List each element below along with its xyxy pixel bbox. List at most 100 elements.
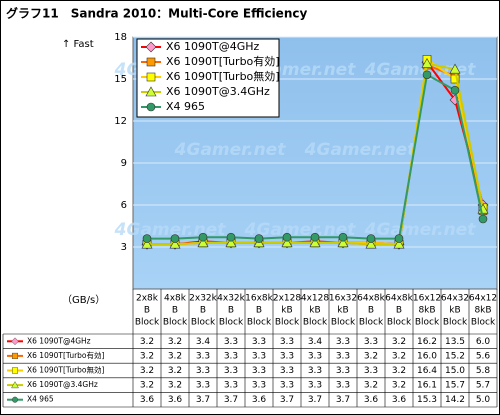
x-tick-label: Block bbox=[443, 318, 468, 328]
y-label: ↑ Fast bbox=[62, 39, 94, 50]
x-tick-label: Block bbox=[471, 318, 496, 328]
marker bbox=[478, 214, 488, 224]
watermark: 4Gamer.net bbox=[244, 220, 357, 240]
table-cell: 3.3 bbox=[224, 351, 238, 361]
table-cell: 3.3 bbox=[336, 337, 350, 347]
x-tick-label: kB bbox=[337, 306, 348, 316]
marker bbox=[450, 74, 460, 84]
y-unit: （GB/s） bbox=[62, 294, 105, 306]
x-tick-label: Block bbox=[191, 318, 216, 328]
x-tick-label: Block bbox=[331, 318, 356, 328]
x-tick-label: Block bbox=[303, 318, 328, 328]
table-cell: 14.2 bbox=[445, 395, 465, 405]
x-tick-label: Block bbox=[415, 318, 440, 328]
table-cell: 3.3 bbox=[280, 351, 294, 361]
x-tick-label: 16x12 bbox=[413, 294, 441, 304]
x-tick-label: B bbox=[396, 306, 402, 316]
marker bbox=[146, 102, 156, 112]
marker bbox=[449, 63, 461, 74]
table-cell: 3.3 bbox=[308, 381, 322, 391]
x-tick-label: Block bbox=[219, 318, 244, 328]
table-cell: 3.3 bbox=[336, 366, 350, 376]
table-cell: 3.2 bbox=[392, 366, 406, 376]
table-cell: 3.2 bbox=[392, 351, 406, 361]
table-cell: 3.7 bbox=[224, 395, 238, 405]
x-tick-label: kB bbox=[449, 306, 460, 316]
marker bbox=[141, 238, 153, 249]
watermark: 4Gamer.net bbox=[114, 220, 227, 240]
marker bbox=[145, 86, 157, 97]
table-cell: 3.2 bbox=[140, 351, 154, 361]
x-tick-label: Block bbox=[387, 318, 412, 328]
x-tick-label: B bbox=[144, 306, 150, 316]
table-cell: 3.2 bbox=[364, 381, 378, 391]
table-cell: 3.3 bbox=[252, 337, 266, 347]
table-cell: 3.3 bbox=[252, 351, 266, 361]
table-cell: 3.3 bbox=[308, 351, 322, 361]
marker bbox=[310, 232, 320, 242]
table-cell: 3.4 bbox=[308, 337, 323, 347]
table-cell: 3.7 bbox=[280, 395, 294, 405]
x-tick-label: B bbox=[200, 306, 206, 316]
table-row-label: X6 1090T[Turbo無効] bbox=[27, 365, 105, 375]
table-cell: 3.3 bbox=[224, 366, 238, 376]
y-tick-label: 9 bbox=[121, 158, 127, 169]
table-cell: 3.2 bbox=[168, 337, 182, 347]
marker bbox=[145, 41, 157, 53]
table-cell: 3.7 bbox=[336, 395, 350, 405]
table-cell: 3.3 bbox=[252, 366, 266, 376]
table-cell: 3.7 bbox=[308, 395, 322, 405]
table-row-label: X6 1090T@4GHz bbox=[27, 336, 91, 345]
table-cell: 3.2 bbox=[140, 381, 154, 391]
table-cell: 3.3 bbox=[280, 366, 294, 376]
marker bbox=[282, 232, 292, 242]
x-tick-label: B bbox=[256, 306, 262, 316]
table-cell: 3.3 bbox=[252, 381, 266, 391]
x-tick-label: 16x8k bbox=[245, 294, 274, 304]
y-tick-label: 15 bbox=[114, 74, 127, 85]
chart-title: グラフ11 Sandra 2010：Multi-Core Efficiency bbox=[6, 6, 307, 21]
legend-label: X6 1090T@4GHz bbox=[166, 40, 260, 53]
x-tick-label: 64x32 bbox=[441, 294, 469, 304]
marker bbox=[337, 237, 349, 248]
marker bbox=[146, 72, 156, 82]
table-cell: 3.3 bbox=[308, 366, 322, 376]
marker bbox=[394, 234, 404, 243]
table-cell: 3.3 bbox=[196, 381, 210, 391]
table-cell: 3.2 bbox=[140, 337, 154, 347]
marker bbox=[281, 237, 293, 248]
marker bbox=[197, 237, 209, 248]
x-tick-label: 64x8k bbox=[357, 294, 386, 304]
marker bbox=[11, 337, 19, 346]
x-tick-label: B bbox=[228, 306, 234, 316]
marker bbox=[11, 381, 19, 389]
table-row-label: X4 965 bbox=[27, 395, 54, 404]
table-cell: 16.0 bbox=[417, 351, 437, 361]
marker bbox=[225, 237, 237, 248]
table-cell: 3.7 bbox=[196, 395, 210, 405]
table-cell: 16.1 bbox=[417, 381, 437, 391]
table-cell: 3.6 bbox=[392, 395, 407, 405]
watermark: 4Gamer.net bbox=[304, 140, 417, 160]
table-cell: 3.4 bbox=[196, 337, 211, 347]
legend-label: X6 1090T@3.4GHz bbox=[166, 85, 270, 98]
table-cell: 3.2 bbox=[168, 366, 182, 376]
table-cell: 15.2 bbox=[445, 351, 465, 361]
legend-label: X6 1090T[Turbo有効] bbox=[166, 54, 280, 68]
table-cell: 15.3 bbox=[417, 395, 437, 405]
x-tick-label: B bbox=[172, 306, 178, 316]
table-cell: 3.2 bbox=[168, 351, 182, 361]
marker bbox=[422, 70, 432, 80]
table-cell: 3.3 bbox=[280, 381, 294, 391]
table-cell: 3.2 bbox=[392, 337, 406, 347]
table-cell: 3.6 bbox=[364, 395, 379, 405]
table-cell: 15.0 bbox=[445, 366, 465, 376]
table-cell: 13.5 bbox=[445, 337, 465, 347]
x-tick-label: 2x128 bbox=[273, 294, 302, 304]
y-tick-label: 6 bbox=[121, 200, 127, 211]
x-tick-label: 8kB bbox=[474, 306, 491, 316]
marker bbox=[254, 234, 264, 243]
x-tick-label: Block bbox=[163, 318, 188, 328]
table-cell: 3.2 bbox=[392, 381, 406, 391]
